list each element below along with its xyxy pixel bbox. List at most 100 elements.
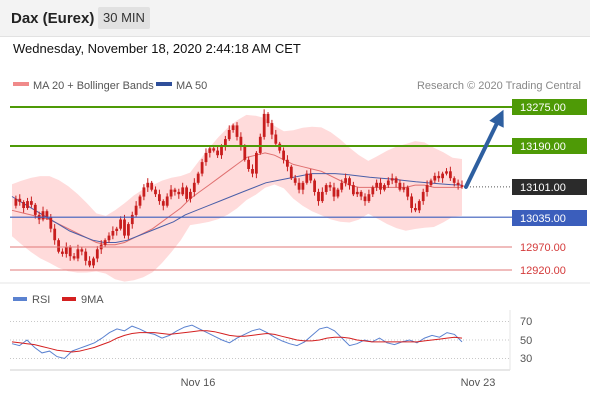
candle-body (64, 247, 68, 254)
candle-body (161, 201, 165, 206)
candle-body (456, 182, 460, 186)
candle-body (344, 178, 347, 183)
candle-body (130, 214, 134, 225)
candle-body (220, 146, 223, 156)
candle-body (26, 201, 29, 208)
level-label-12920: 12920.00 (520, 265, 566, 277)
candle-body (402, 187, 406, 190)
level-badge (512, 210, 587, 226)
candle-body (192, 182, 196, 192)
candle-body (255, 152, 258, 174)
rsi-ma-legend-label: 9MA (81, 294, 104, 306)
candle-body (204, 152, 208, 163)
level-value: 13035.00 (520, 213, 566, 225)
candle-body (305, 173, 309, 183)
candle-body (95, 249, 99, 259)
candle-body (57, 240, 60, 252)
candle-body (274, 134, 278, 144)
candle-body (165, 196, 169, 206)
ma50-line (11, 173, 463, 243)
candle-body (227, 130, 231, 140)
candle-body (359, 191, 363, 197)
copyright-text: Research © 2020 Trading Central (417, 80, 581, 92)
rsi-tick-70: 70 (520, 316, 532, 328)
candle-body (30, 201, 33, 205)
candle-body (239, 136, 243, 146)
candle-body (289, 166, 293, 179)
candle-body (119, 219, 122, 229)
candle-body (41, 211, 45, 220)
candle-body (317, 191, 320, 202)
candle-body (328, 185, 332, 188)
candle-body (301, 182, 305, 190)
candle-body (127, 224, 130, 236)
ma50-legend-swatch (156, 82, 172, 86)
candle-body (251, 169, 254, 174)
candle-body (169, 189, 173, 197)
candle-body (212, 148, 216, 151)
candle-body (297, 182, 301, 190)
candle-body (406, 187, 410, 197)
candle-body (449, 171, 452, 179)
candle-body (189, 191, 192, 199)
level-label-12970: 12970.00 (520, 242, 566, 254)
level-badge (512, 138, 587, 154)
rsi-legend-label: RSI (32, 294, 50, 306)
candle-body (336, 189, 340, 197)
projection-arrow (464, 109, 504, 189)
candle-body (243, 146, 247, 160)
candle-body (72, 256, 76, 259)
candle-body (92, 258, 95, 266)
level-value: 13190.00 (520, 141, 566, 153)
candle-body (247, 159, 250, 169)
candle-body (150, 182, 154, 190)
candle-body (88, 260, 91, 266)
candle-body (417, 201, 421, 211)
candle-body (123, 219, 126, 236)
rsi-tick-50: 50 (520, 335, 532, 347)
candle-body (410, 196, 413, 208)
candle-body (200, 162, 204, 174)
candle-body (196, 173, 200, 183)
ma20-legend-label: MA 20 + Bollinger Bands (33, 80, 154, 92)
candle-body (386, 180, 390, 186)
candle-body (68, 247, 72, 257)
candle-body (375, 182, 379, 188)
candle-body (309, 173, 313, 181)
level-label-13035: 13035.00 (512, 210, 587, 226)
candle-body (49, 217, 53, 229)
candle-body (313, 180, 316, 192)
candle-body (76, 249, 80, 259)
bollinger-bands (12, 114, 462, 282)
level-value: 13275.00 (520, 102, 566, 114)
candle-body (18, 198, 22, 202)
timeframe-badge[interactable]: 30 MIN (98, 7, 150, 29)
candle-body (286, 159, 289, 167)
projection-arrow-head (489, 109, 504, 128)
candle-body (216, 150, 219, 156)
candle-body (115, 228, 119, 231)
candle-body (258, 136, 262, 153)
candle-body (441, 173, 444, 179)
candle-body (383, 185, 386, 190)
candle-body (460, 185, 464, 187)
candle-body (390, 178, 394, 181)
candle-body (154, 189, 157, 195)
x-tick-nov16: Nov 16 (181, 377, 216, 389)
timestamp: Wednesday, November 18, 2020 2:44:18 AM … (13, 41, 301, 56)
candle-body (208, 148, 212, 153)
candle-body (80, 249, 84, 252)
candle-body (278, 143, 282, 151)
candle-body (348, 178, 351, 186)
level-value: 13101.00 (520, 182, 566, 194)
candle-body (394, 178, 398, 183)
level-label-13101: 13101.00 (512, 179, 587, 195)
candlesticks (14, 109, 464, 269)
candle-body (421, 191, 425, 202)
candle-body (429, 180, 433, 186)
rsi-tick-30: 30 (520, 353, 532, 365)
candle-body (363, 196, 367, 202)
candle-body (367, 194, 371, 202)
candle-body (452, 178, 456, 183)
